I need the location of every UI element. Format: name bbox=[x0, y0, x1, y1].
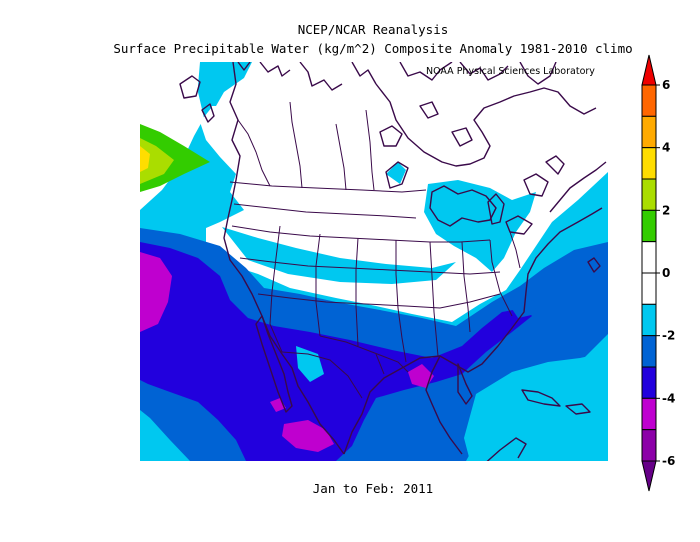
colorbar-swatch bbox=[641, 115, 657, 149]
date-range-label: Jan to Feb: 2011 bbox=[312, 481, 434, 496]
colorbar-tick-label: 6 bbox=[662, 78, 670, 92]
credit-label: NOAA Physical Sciences Laboratory bbox=[426, 66, 595, 77]
colorbar-swatch bbox=[641, 397, 657, 431]
zone-minus1-nw bbox=[198, 62, 252, 106]
colorbar-swatch bbox=[641, 178, 657, 211]
zone-plus2 bbox=[140, 138, 174, 184]
zone-minus1-carib bbox=[464, 352, 608, 461]
zone-plus3 bbox=[140, 146, 150, 172]
colorbar-tick-label: -4 bbox=[662, 391, 675, 405]
colorbar-tick-label: 2 bbox=[662, 203, 670, 217]
colorbar-swatch bbox=[641, 366, 657, 399]
anomaly-map bbox=[140, 62, 608, 461]
colorbar-swatch bbox=[641, 429, 657, 462]
colorbar-swatch bbox=[641, 84, 657, 117]
colorbar-swatch bbox=[641, 303, 657, 337]
zone-minus3 bbox=[140, 242, 532, 461]
colorbar-swatch bbox=[641, 272, 657, 305]
colorbar-tick-label: 4 bbox=[662, 141, 670, 155]
chart-title: NCEP/NCAR Reanalysis bbox=[297, 22, 449, 37]
colorbar-swatches bbox=[641, 54, 657, 492]
colorbar-tick-label: 0 bbox=[662, 266, 670, 280]
colorbar-tick-label: -2 bbox=[662, 329, 675, 343]
chart-subtitle: Surface Precipitable Water (kg/m^2) Comp… bbox=[113, 41, 633, 56]
colorbar-ticks: 6 4 2 0 -2 -4 -6 bbox=[656, 78, 675, 468]
zone-minus1-tongue-mid bbox=[222, 227, 456, 284]
colorbar: 6 4 2 0 -2 -4 -6 bbox=[641, 54, 675, 492]
zone-minus1-hudson bbox=[386, 162, 406, 184]
colorbar-swatch bbox=[641, 54, 657, 86]
zone-minus3-bahamas bbox=[510, 300, 536, 318]
zone-minus2-baja bbox=[296, 346, 324, 382]
zone-minus1-tongue-gl bbox=[424, 180, 536, 272]
colorbar-swatch bbox=[641, 147, 657, 180]
colorbar-tick-label: -6 bbox=[662, 454, 675, 468]
colorbar-swatch bbox=[641, 335, 657, 368]
colorbar-swatch bbox=[641, 460, 657, 492]
political-borders bbox=[229, 101, 521, 399]
zone-minus4-mexico bbox=[282, 420, 334, 452]
coastlines bbox=[179, 62, 607, 461]
colorbar-swatch bbox=[641, 209, 657, 243]
colorbar-swatch bbox=[641, 241, 657, 274]
zone-minus4-pacific bbox=[140, 252, 172, 332]
zone-minus4-gulf bbox=[408, 364, 434, 388]
